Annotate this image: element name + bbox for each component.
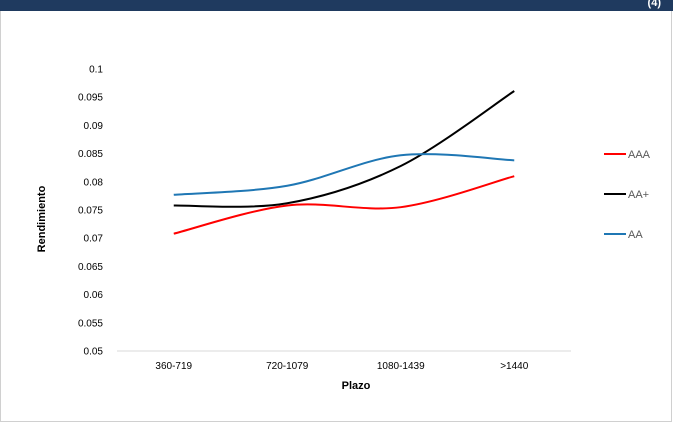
y-tick-label: 0.075 bbox=[78, 206, 103, 217]
y-tick-label: 0.1 bbox=[89, 65, 103, 76]
x-axis-ticks: 360-719 720-1079 1080-1439 >1440 bbox=[155, 361, 528, 372]
series-lines bbox=[173, 90, 515, 235]
y-tick-label: 0.08 bbox=[84, 177, 104, 188]
legend-label: AA+ bbox=[628, 189, 649, 201]
y-axis-ticks: 0.05 0.055 0.06 0.065 0.07 0.075 0.08 0.085 0.09… bbox=[78, 65, 103, 358]
x-tick-label: 720-1079 bbox=[266, 361, 309, 372]
series-line-aa bbox=[173, 153, 515, 196]
y-tick-label: 0.065 bbox=[78, 262, 103, 273]
series-line-aaa bbox=[173, 175, 515, 235]
x-tick-label: 1080-1439 bbox=[377, 361, 425, 372]
y-axis-title: Rendimiento bbox=[36, 185, 48, 252]
y-tick-label: 0.05 bbox=[84, 347, 104, 358]
x-tick-label: >1440 bbox=[500, 361, 529, 372]
legend-label: AA bbox=[628, 229, 643, 241]
series-line-aaplus bbox=[173, 90, 515, 208]
legend-label: AAA bbox=[628, 149, 651, 161]
y-tick-label: 0.06 bbox=[84, 290, 104, 301]
chart-frame: 0.05 0.055 0.06 0.065 0.07 0.075 0.08 0.085 0.09… bbox=[0, 11, 672, 422]
y-tick-label: 0.055 bbox=[78, 318, 103, 329]
x-axis-title: Plazo bbox=[342, 380, 371, 392]
header-label: (4) bbox=[647, 0, 661, 9]
y-tick-label: 0.085 bbox=[78, 149, 103, 160]
y-tick-label: 0.09 bbox=[84, 121, 104, 132]
y-tick-label: 0.07 bbox=[84, 234, 104, 245]
line-chart: 0.05 0.055 0.06 0.065 0.07 0.075 0.08 0.085 0.09… bbox=[36, 65, 651, 393]
header-bar: (4) bbox=[0, 0, 673, 11]
legend: AAA AA+ AA bbox=[604, 149, 651, 241]
x-tick-label: 360-719 bbox=[155, 361, 192, 372]
y-tick-label: 0.095 bbox=[78, 93, 103, 104]
